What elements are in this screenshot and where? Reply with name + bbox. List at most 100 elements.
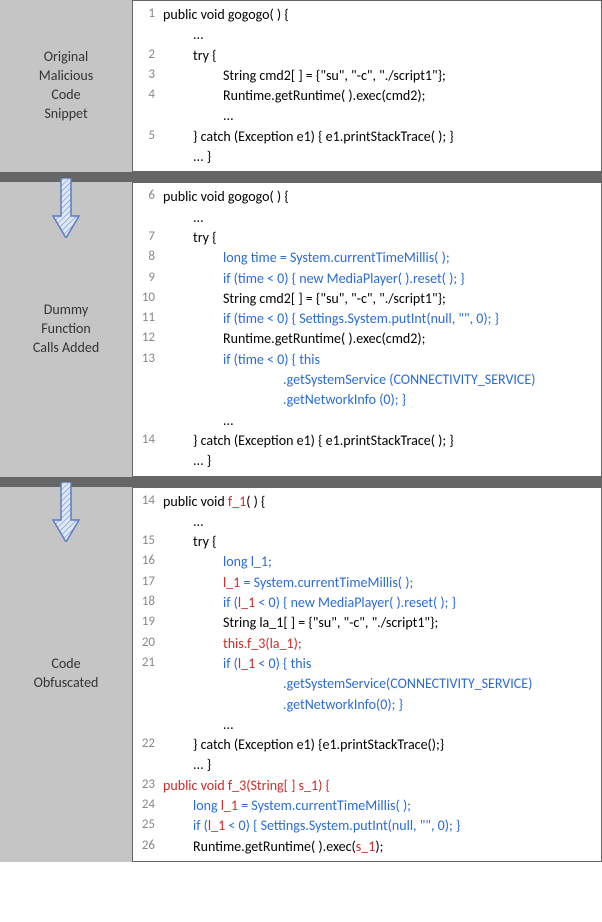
code-content: ... — [163, 106, 601, 126]
code-content: ... } — [163, 147, 601, 167]
code-token: < 0) { this — [255, 655, 311, 672]
code-line: 6public void gogogo( ) { — [133, 187, 601, 207]
code-token: < 0) { new MediaPlayer( ).reset( ); } — [255, 594, 456, 611]
transition-arrow — [52, 178, 80, 238]
code-token: l_1 — [238, 594, 255, 611]
code-content: } catch (Exception e1) {e1.printStackTra… — [163, 735, 601, 755]
line-number: 23 — [133, 776, 163, 795]
code-token: ... — [193, 513, 204, 530]
line-number: 5 — [133, 127, 163, 146]
code-content: Runtime.getRuntime( ).exec(s_1); — [163, 837, 601, 857]
code-content: ... } — [163, 755, 601, 775]
code-content: ... — [163, 411, 601, 431]
line-number: 11 — [133, 309, 163, 328]
code-line: ... } — [133, 755, 601, 775]
code-token: String cmd2[ ] = {"su", "-c", "./script1… — [223, 290, 446, 307]
code-line: 5 } catch (Exception e1) { e1.printStackT… — [133, 127, 601, 147]
code-token: = System.currentTimeMillis( ); — [240, 574, 413, 591]
code-line: 9if (time < 0) { new MediaPlayer( ).rese… — [133, 269, 601, 289]
code-line: .getSystemService (CONNECTIVITY_SERVICE) — [133, 370, 601, 390]
code-token: l_1 — [238, 655, 255, 672]
code-content: .getNetworkInfo(0); } — [163, 695, 601, 715]
code-line: 12Runtime.getRuntime( ).exec(cmd2); — [133, 329, 601, 349]
code-content: String cmd2[ ] = {"su", "-c", "./script1… — [163, 289, 601, 309]
code-token: s_1 — [356, 838, 376, 855]
code-line: 19String la_1[ ] = {"su", "-c", "./scrip… — [133, 613, 601, 633]
code-token: public void — [163, 493, 228, 510]
code-token: if (time < 0) { Settings.System.putInt(n… — [223, 310, 499, 327]
code-token: < 0) { Settings.System.putInt(null, "", … — [225, 817, 460, 834]
panel: DummyFunctionCalls Added 6public void gog… — [0, 182, 602, 476]
code-token: this.f_3(la_1); — [223, 635, 302, 652]
code-token: long l_1; — [223, 553, 272, 570]
code-line: 14 } catch (Exception e1) { e1.printStack… — [133, 431, 601, 451]
line-number: 13 — [133, 350, 163, 369]
code-token: f_1 — [228, 493, 246, 510]
code-content: long l_1; — [163, 552, 601, 572]
code-line: 24long l_1 = System.currentTimeMillis( )… — [133, 796, 601, 816]
line-number: 6 — [133, 187, 163, 206]
code-content: long l_1 = System.currentTimeMillis( ); — [163, 796, 601, 816]
line-number: 19 — [133, 613, 163, 632]
code-token: .getNetworkInfo(0); } — [283, 696, 403, 713]
code-content: public void gogogo( ) { — [163, 187, 601, 207]
line-number: 17 — [133, 573, 163, 592]
transition-arrow — [52, 482, 80, 542]
panel: CodeObfuscated14public void f_1( ) {...1… — [0, 487, 602, 862]
code-token: .getSystemService(CONNECTIVITY_SERVICE) — [283, 675, 532, 692]
code-content: try { — [163, 228, 601, 248]
code-line: 25if (l_1 < 0) { Settings.System.putInt(… — [133, 816, 601, 836]
panel-label-text: DummyFunctionCalls Added — [33, 301, 99, 358]
code-line: 17l_1 = System.currentTimeMillis( ); — [133, 573, 601, 593]
line-number: 25 — [133, 816, 163, 835]
code-content: .getSystemService (CONNECTIVITY_SERVICE) — [163, 370, 601, 390]
code-token: ... — [193, 26, 204, 43]
code-token: ); — [375, 838, 383, 855]
line-number: 2 — [133, 46, 163, 65]
code-token: ... — [223, 107, 234, 124]
code-block: 14public void f_1( ) {...15try {16long l… — [132, 487, 602, 862]
code-token: try { — [193, 229, 217, 246]
code-token: if ( — [193, 817, 208, 834]
line-number: 4 — [133, 86, 163, 105]
code-token: .getSystemService (CONNECTIVITY_SERVICE) — [283, 371, 535, 388]
code-line: 11 if (time < 0) { Settings.System.putInt… — [133, 309, 601, 329]
line-number: 14 — [133, 492, 163, 511]
code-line: 14public void f_1( ) { — [133, 492, 601, 512]
line-number: 14 — [133, 431, 163, 450]
code-line: ... — [133, 715, 601, 735]
code-line: ... } — [133, 147, 601, 167]
code-token: } catch (Exception e1) { e1.printStackTr… — [193, 128, 454, 145]
line-number: 26 — [133, 837, 163, 856]
code-content: String cmd2[ ] = {"su", "-c", "./script1… — [163, 66, 601, 86]
code-line: 2try { — [133, 46, 601, 66]
line-number: 7 — [133, 228, 163, 247]
code-line: ... — [133, 411, 601, 431]
code-token: public void f_3(String[ ] s_1) { — [163, 777, 330, 794]
code-line: 3 String cmd2[ ] = {"su", "-c", "./script… — [133, 66, 601, 86]
code-line: 23public void f_3(String[ ] s_1) { — [133, 776, 601, 796]
line-number: 3 — [133, 66, 163, 85]
line-number: 21 — [133, 654, 163, 673]
code-line: 22} catch (Exception e1) {e1.printStackT… — [133, 735, 601, 755]
code-token: Runtime.getRuntime( ).exec(cmd2); — [223, 330, 425, 347]
code-token: } catch (Exception e1) { e1.printStackTr… — [193, 432, 454, 449]
code-content: try { — [163, 46, 601, 66]
code-line: .getSystemService(CONNECTIVITY_SERVICE) — [133, 674, 601, 694]
panel-label: OriginalMaliciousCodeSnippet — [0, 0, 132, 172]
code-content: String la_1[ ] = {"su", "-c", "./script1… — [163, 613, 601, 633]
code-content: if (time < 0) { new MediaPlayer( ).reset… — [163, 269, 601, 289]
code-content: this.f_3(la_1); — [163, 634, 601, 654]
code-content: if (l_1 < 0) { Settings.System.putInt(nu… — [163, 816, 601, 836]
code-line: ... — [133, 512, 601, 532]
code-token: String cmd2[ ] = {"su", "-c", "./script1… — [223, 67, 446, 84]
code-token: ... — [223, 716, 234, 733]
code-token: ... — [223, 412, 234, 429]
arrow-down-icon — [52, 178, 80, 238]
line-number: 18 — [133, 593, 163, 612]
code-token: Runtime.getRuntime( ).exec(cmd2); — [223, 87, 425, 104]
code-line: ... — [133, 208, 601, 228]
line-number: 10 — [133, 289, 163, 308]
code-content: .getNetworkInfo (0); } — [163, 390, 601, 410]
code-content: if (time < 0) { Settings.System.putInt(n… — [163, 309, 601, 329]
